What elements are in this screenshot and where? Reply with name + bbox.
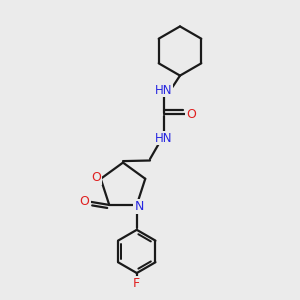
Text: HN: HN [155, 131, 172, 145]
Text: HN: HN [155, 83, 172, 97]
Text: O: O [80, 195, 90, 208]
Text: N: N [134, 200, 144, 213]
Text: O: O [91, 171, 101, 184]
Text: F: F [133, 277, 140, 290]
Text: O: O [186, 107, 196, 121]
